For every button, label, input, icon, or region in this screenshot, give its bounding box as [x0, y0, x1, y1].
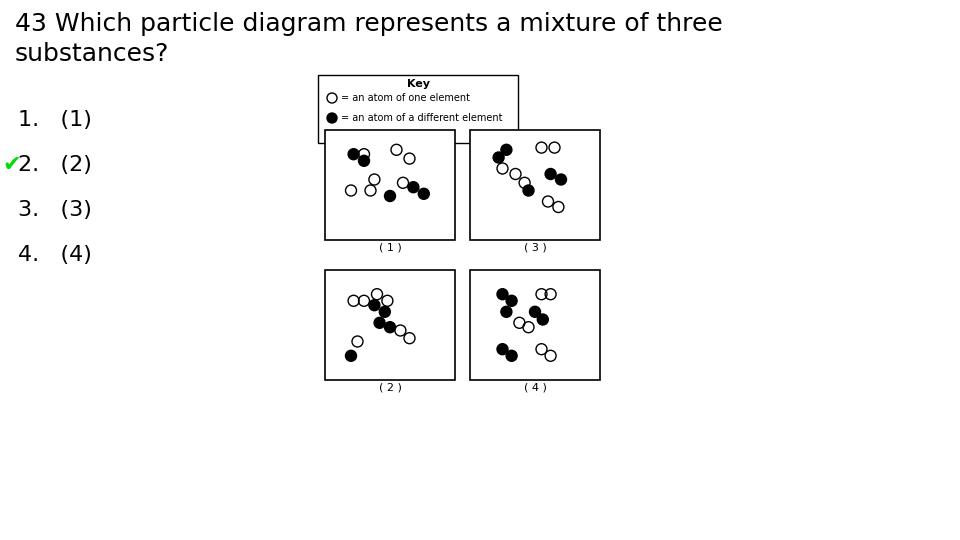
- Circle shape: [506, 295, 517, 306]
- Text: Key: Key: [406, 79, 429, 89]
- Text: 3.   (3): 3. (3): [18, 200, 92, 220]
- Text: substances?: substances?: [15, 42, 169, 66]
- Text: = an atom of a different element: = an atom of a different element: [341, 113, 502, 123]
- Circle shape: [358, 156, 370, 166]
- Circle shape: [523, 185, 534, 196]
- Text: ✔: ✔: [2, 155, 20, 175]
- Circle shape: [348, 148, 359, 160]
- Text: 1.   (1): 1. (1): [18, 110, 92, 130]
- Circle shape: [501, 144, 512, 156]
- Circle shape: [501, 306, 512, 318]
- FancyBboxPatch shape: [325, 130, 455, 240]
- Circle shape: [379, 306, 391, 318]
- Circle shape: [346, 350, 356, 361]
- Circle shape: [327, 113, 337, 123]
- Circle shape: [374, 318, 385, 328]
- Circle shape: [385, 191, 396, 201]
- Text: ( 1 ): ( 1 ): [378, 243, 401, 253]
- Text: 43 Which particle diagram represents a mixture of three: 43 Which particle diagram represents a m…: [15, 12, 723, 36]
- Text: 4.   (4): 4. (4): [18, 245, 92, 265]
- Circle shape: [419, 188, 429, 199]
- FancyBboxPatch shape: [470, 270, 600, 380]
- Text: 2.   (2): 2. (2): [18, 155, 92, 175]
- FancyBboxPatch shape: [325, 270, 455, 380]
- Circle shape: [506, 350, 517, 361]
- Circle shape: [497, 289, 508, 300]
- Circle shape: [385, 322, 396, 333]
- Circle shape: [497, 343, 508, 355]
- Circle shape: [369, 300, 380, 310]
- Circle shape: [556, 174, 566, 185]
- Circle shape: [545, 168, 556, 179]
- Text: = an atom of one element: = an atom of one element: [341, 93, 470, 103]
- Circle shape: [538, 314, 548, 325]
- Text: ( 3 ): ( 3 ): [523, 243, 546, 253]
- Circle shape: [530, 306, 540, 318]
- Text: ( 2 ): ( 2 ): [378, 383, 401, 393]
- Text: ( 4 ): ( 4 ): [523, 383, 546, 393]
- Circle shape: [408, 181, 419, 193]
- Circle shape: [493, 152, 504, 163]
- FancyBboxPatch shape: [318, 75, 518, 143]
- FancyBboxPatch shape: [470, 130, 600, 240]
